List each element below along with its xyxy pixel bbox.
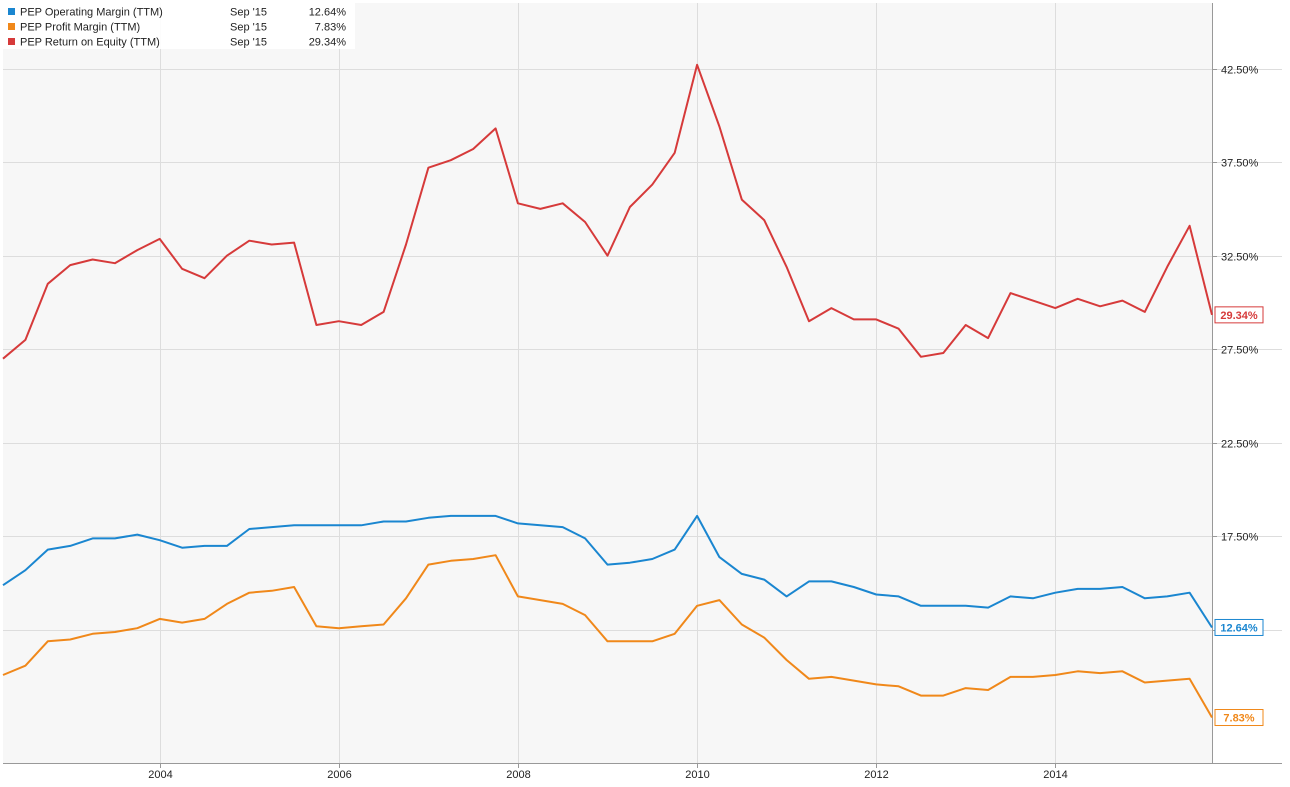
y-tick-label: 37.50% [1221,158,1259,170]
legend-value: 7.83% [315,22,346,34]
legend-background [3,3,355,49]
legend-series-name: PEP Profit Margin (TTM) [20,22,140,34]
legend-date: Sep '15 [230,22,267,34]
end-labels: 12.64% 7.83% 29.34% [1214,306,1264,727]
x-tick-label: 2004 [148,769,172,781]
legend: PEP Operating Margin (TTM) Sep '15 12.64% P… [3,3,355,49]
series-lines [2,63,1213,719]
y-tick-label: 17.50% [1221,532,1259,544]
y-tick-label: 22.50% [1221,439,1259,451]
end-label-box [1214,306,1264,324]
x-tick-label: 2012 [864,769,888,781]
x-tick-label: 2010 [685,769,709,781]
y-tick-label: 42.50% [1221,65,1259,77]
legend-date: Sep '15 [230,7,267,19]
legend-series-name: PEP Operating Margin (TTM) [20,7,163,19]
legend-swatch [8,23,15,30]
series-line [2,554,1213,719]
legend-date: Sep '15 [230,37,267,49]
series-line [2,63,1213,360]
x-tick-label: 2006 [327,769,351,781]
legend-value: 12.64% [309,7,347,19]
end-label: 7.83% [1223,713,1254,725]
y-tick-label: 32.50% [1221,252,1259,264]
series-line [2,514,1213,629]
end-label-box [1214,618,1264,636]
grid [3,3,1282,763]
x-tick-label: 2014 [1043,769,1067,781]
end-label-box [1214,709,1264,727]
legend-swatch [8,38,15,45]
legend-swatch [8,8,15,15]
x-tick-label: 2008 [506,769,530,781]
end-label: 12.64% [1220,622,1258,634]
y-tick-label: 27.50% [1221,345,1259,357]
legend-value: 29.34% [309,37,347,49]
plot-background [3,3,1212,763]
legend-series-name: PEP Return on Equity (TTM) [20,37,160,49]
end-label: 29.34% [1220,310,1258,322]
